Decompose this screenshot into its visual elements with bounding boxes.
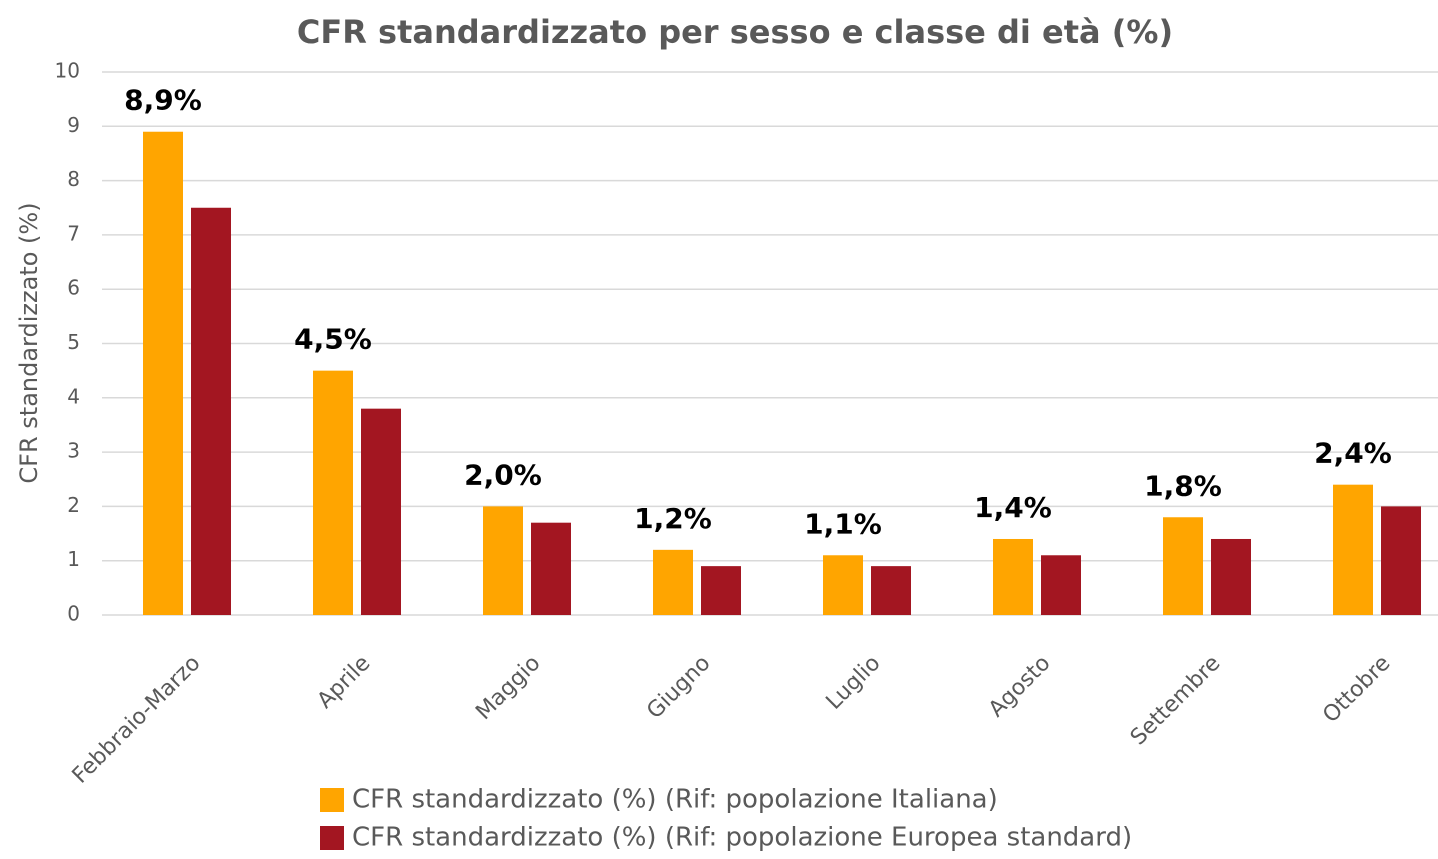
value-label: 1,8% <box>1144 469 1222 502</box>
bar <box>361 408 401 615</box>
x-tick-label: Luglio <box>822 651 886 715</box>
y-tick-label: 0 <box>67 602 80 626</box>
y-tick-label: 2 <box>67 493 80 517</box>
bar <box>1211 538 1251 615</box>
chart-title: CFR standardizzato per sesso e classe di… <box>297 13 1173 51</box>
bar <box>1163 517 1203 615</box>
y-axis-label: CFR standardizzato (%) <box>15 202 43 483</box>
value-label: 1,4% <box>974 491 1052 524</box>
bar <box>313 370 353 615</box>
y-tick-label: 5 <box>67 330 80 354</box>
bar <box>1041 555 1081 615</box>
y-tick-label: 10 <box>55 59 80 83</box>
legend-label: CFR standardizzato (%) (Rif: popolazione… <box>352 823 1132 853</box>
value-label: 2,4% <box>1314 437 1392 470</box>
x-tick-label: Giugno <box>642 651 715 724</box>
bar <box>701 566 741 615</box>
bar <box>1381 506 1421 615</box>
legend-swatch <box>320 788 344 812</box>
y-tick-label: 4 <box>67 384 80 408</box>
legend-label: CFR standardizzato (%) (Rif: popolazione… <box>352 785 998 815</box>
bar <box>531 522 571 615</box>
y-tick-label: 9 <box>67 113 80 137</box>
x-tick-label: Ottobre <box>1318 651 1395 728</box>
x-tick-label: Settembre <box>1126 651 1226 751</box>
y-tick-label: 1 <box>67 547 80 571</box>
bar <box>871 566 911 615</box>
value-label: 1,2% <box>634 502 712 535</box>
y-tick-label: 8 <box>67 167 80 191</box>
y-tick-label: 3 <box>67 439 80 463</box>
bar <box>143 131 183 616</box>
x-tick-label: Febbraio-Marzo <box>68 651 206 789</box>
y-tick-label: 7 <box>67 221 80 245</box>
bar <box>993 538 1033 615</box>
value-label: 2,0% <box>464 458 542 491</box>
y-tick-label: 6 <box>67 276 80 300</box>
x-tick-label: Maggio <box>471 651 545 725</box>
bar <box>483 506 523 615</box>
value-label: 4,5% <box>294 323 372 356</box>
bar <box>653 549 693 615</box>
x-tick-label: Agosto <box>984 651 1055 722</box>
legend-swatch <box>320 826 344 850</box>
value-label: 8,9% <box>124 84 202 117</box>
bar <box>823 555 863 615</box>
value-label: 1,1% <box>804 507 882 540</box>
x-tick-label: Aprile <box>313 651 376 714</box>
bar <box>191 207 231 615</box>
bar <box>1333 484 1373 615</box>
